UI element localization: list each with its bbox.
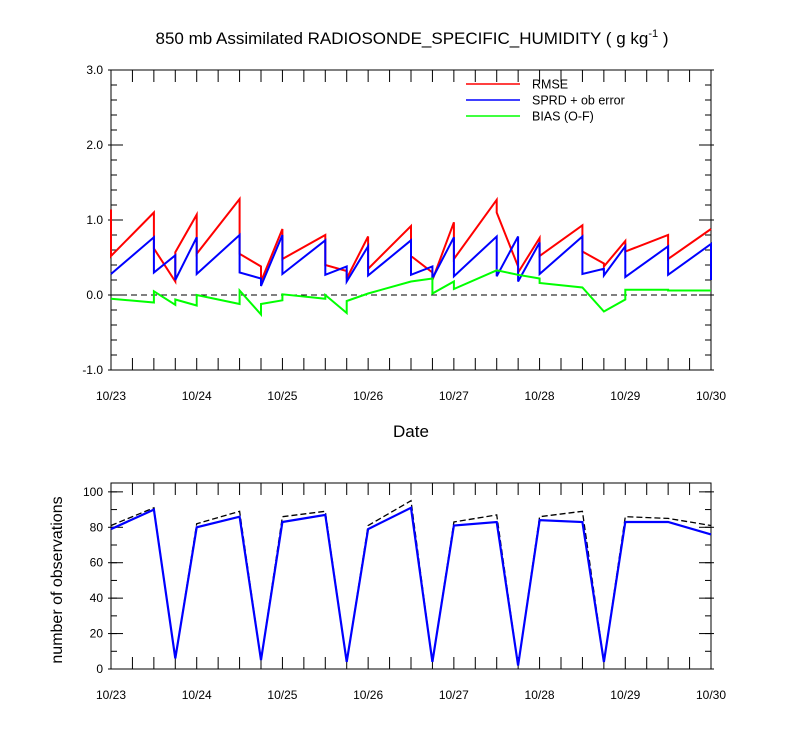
- y-tick-label: 0.0: [86, 288, 103, 302]
- x-tick-label: 10/29: [610, 389, 640, 403]
- series-line-observations-assimilated: [110, 506, 712, 666]
- x-tick-label: 10/24: [182, 688, 212, 702]
- y-tick-label: 80: [90, 520, 104, 534]
- x-tick-label: 10/26: [353, 389, 383, 403]
- y-tick-label: 1.0: [86, 213, 103, 227]
- x-tick-label: 10/23: [96, 688, 126, 702]
- top-ticks: [108, 69, 714, 371]
- legend: RMSE SPRD + ob error BIAS (O-F): [466, 78, 625, 124]
- series-line-observations-possible: [110, 499, 712, 666]
- x-tick-label: 10/28: [525, 389, 555, 403]
- bottom-ticks: [108, 483, 714, 670]
- y-tick-label: 40: [90, 591, 104, 605]
- x-axis-title: Date: [393, 422, 429, 441]
- x-tick-label: 10/25: [267, 688, 297, 702]
- y-tick-label: 100: [83, 485, 103, 499]
- y-tick-label: 20: [90, 627, 104, 641]
- x-tick-label: 10/29: [610, 688, 640, 702]
- x-tick-label: 10/27: [439, 389, 469, 403]
- x-tick-label: 10/24: [182, 389, 212, 403]
- bottom-y-tick-labels: 0 20 40 60 80 100: [83, 485, 103, 676]
- y-tick-label: 3.0: [86, 63, 103, 77]
- legend-label-bias-o-f: BIAS (O-F): [532, 110, 594, 124]
- y-tick-label: 60: [90, 556, 104, 570]
- series-line-bias-o-f: [110, 269, 711, 318]
- bottom-x-tick-labels: 10/23 10/24 10/25 10/26 10/27 10/28 10/29 10/30: [96, 688, 726, 702]
- chart-title: 850 mb Assimilated RADIOSONDE_SPECIFIC_H…: [156, 28, 669, 48]
- x-tick-label: 10/30: [696, 688, 726, 702]
- top-x-tick-labels: 10/23 10/24 10/25 10/26 10/27 10/28 10/29 10/30: [96, 389, 726, 403]
- x-tick-label: 10/28: [525, 688, 555, 702]
- top-y-tick-labels: -1.0 0.0 1.0 2.0 3.0: [82, 63, 103, 377]
- legend-label-sprd-ob-error: SPRD + ob error: [532, 94, 625, 108]
- x-tick-label: 10/25: [267, 389, 297, 403]
- y-tick-label: 2.0: [86, 138, 103, 152]
- x-tick-label: 10/26: [353, 688, 383, 702]
- x-tick-label: 10/27: [439, 688, 469, 702]
- y-axis-title-observations: number of observations: [49, 496, 66, 663]
- y-tick-label: 0: [96, 662, 103, 676]
- bottom-series: [110, 499, 712, 666]
- legend-label-rmse: RMSE: [532, 78, 568, 92]
- top-plot-frame: [110, 69, 712, 371]
- series-line-sprd-ob-error: [110, 232, 712, 287]
- top-series: [110, 196, 712, 318]
- x-tick-label: 10/23: [96, 389, 126, 403]
- top-panel: 850 mb Assimilated RADIOSONDE_SPECIFIC_H…: [82, 28, 726, 441]
- x-tick-label: 10/30: [696, 389, 726, 403]
- y-tick-label: -1.0: [82, 363, 103, 377]
